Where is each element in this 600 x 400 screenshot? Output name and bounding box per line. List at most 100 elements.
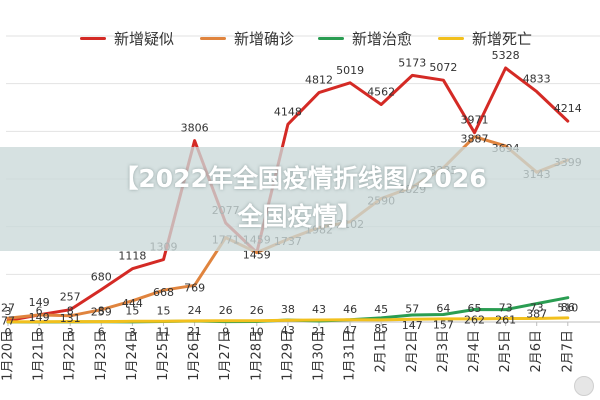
legend-label-suspected: 新增疑似 (114, 29, 175, 48)
data-label: 5019 (336, 64, 364, 77)
data-label: 4214 (554, 102, 582, 115)
data-label: 680 (91, 271, 112, 284)
data-label: 5173 (398, 56, 426, 69)
data-label: 3 (129, 326, 136, 339)
data-label: 769 (184, 281, 205, 294)
data-label: 38 (281, 303, 295, 316)
data-label: 4812 (305, 74, 333, 87)
data-label: 3971 (461, 114, 489, 127)
data-label: 259 (91, 306, 112, 319)
x-tick-label: 1月26日 (187, 330, 202, 381)
data-label: 4833 (523, 73, 551, 86)
data-label: 0 (36, 326, 43, 339)
x-tick-label: 2月7日 (560, 330, 575, 373)
banner-title: 【2022年全国疫情折线图/2026 全国疫情】 (0, 160, 600, 236)
data-label: 3 (67, 326, 74, 339)
data-label: 1118 (118, 250, 146, 263)
data-label: 4562 (367, 86, 395, 99)
data-label: 73 (499, 302, 513, 315)
legend-item-suspected: 新增疑似 (80, 24, 174, 52)
data-label: 5328 (492, 49, 520, 62)
title-banner (0, 147, 600, 251)
data-label: 257 (60, 291, 81, 304)
data-label: 0 (5, 326, 12, 339)
data-label: 6 (98, 326, 105, 339)
legend-swatch-suspected (80, 36, 106, 40)
banner-title-line-2: 全国疫情】 (237, 202, 363, 231)
x-tick-label: 1月20日 (1, 330, 16, 381)
data-label: 261 (495, 314, 516, 327)
data-label: 11 (157, 325, 171, 338)
x-tick-label: 1月23日 (94, 330, 109, 381)
x-tick-label: 2月5日 (498, 330, 513, 373)
data-label: 21 (312, 325, 326, 338)
x-tick-label: 2月4日 (467, 330, 482, 373)
data-label: 149 (29, 296, 50, 309)
x-tick-label: 2月1日 (374, 330, 389, 373)
data-label: 8 (67, 305, 74, 318)
x-tick-label: 1月25日 (156, 330, 171, 381)
watermark-icon (574, 376, 594, 396)
x-tick-label: 1月21日 (32, 330, 47, 381)
data-label: 8 (98, 305, 105, 318)
x-tick-label: 1月24日 (125, 330, 140, 381)
legend-swatch-confirmed (200, 36, 226, 40)
data-label: 24 (188, 304, 202, 317)
data-label: 21 (188, 325, 202, 338)
legend-label-cured: 新增治愈 (352, 29, 413, 48)
x-tick-label: 1月27日 (218, 330, 233, 381)
data-label: 26 (219, 304, 233, 317)
data-label: 26 (250, 304, 264, 317)
x-tick-label: 1月28日 (249, 330, 264, 381)
series-line-0 (6, 66, 570, 323)
data-label: 387 (526, 308, 547, 321)
legend-label-deaths: 新增死亡 (472, 29, 533, 48)
data-label: 77 (1, 314, 15, 327)
data-label: 510 (557, 302, 578, 315)
data-label: 262 (464, 314, 485, 327)
banner-title-line-1: 【2022年全国疫情折线图/2026 (113, 164, 487, 193)
data-label: 9 (222, 326, 229, 339)
data-label: 6 (36, 305, 43, 318)
data-label: 668 (153, 286, 174, 299)
data-label: 3 (5, 305, 12, 318)
data-label: 86 (561, 301, 575, 314)
x-tick-label: 1月31日 (343, 330, 358, 381)
chart-legend: 新增疑似 新增确诊 新增治愈 新增死亡 (0, 24, 600, 52)
data-label: 64 (436, 302, 450, 315)
data-label: 147 (402, 319, 423, 332)
data-label: 85 (374, 322, 388, 335)
data-label: 3806 (181, 122, 209, 135)
x-tick-label: 2月6日 (529, 330, 544, 373)
data-label: 3887 (461, 133, 489, 146)
data-label: 47 (343, 324, 357, 337)
legend-item-deaths: 新增死亡 (438, 24, 532, 52)
x-tick-label: 1月30日 (312, 330, 327, 381)
data-label: 43 (312, 303, 326, 316)
data-label: 57 (405, 302, 419, 315)
data-label: 4148 (274, 105, 302, 118)
legend-label-confirmed: 新增确诊 (234, 29, 295, 48)
data-label: 131 (60, 312, 81, 325)
data-label: 157 (433, 319, 454, 332)
x-tick-label: 1月22日 (63, 330, 78, 381)
legend-swatch-cured (318, 36, 344, 40)
data-label: 5072 (429, 61, 457, 74)
data-label: 10 (250, 326, 264, 339)
x-tick-label: 2月3日 (436, 330, 451, 373)
data-label: 45 (374, 303, 388, 316)
data-label: 43 (281, 324, 295, 337)
legend-item-confirmed: 新增确诊 (200, 24, 294, 52)
data-label: 73 (530, 302, 544, 315)
data-label: 149 (29, 311, 50, 324)
data-label: 1459 (243, 248, 271, 261)
x-tick-label: 1月29日 (280, 330, 295, 381)
x-tick-label: 2月2日 (405, 330, 420, 373)
data-label: 15 (125, 304, 139, 317)
series-line-3 (6, 316, 570, 324)
data-label: 46 (343, 303, 357, 316)
data-label: 65 (468, 302, 482, 315)
data-label: 15 (157, 304, 171, 317)
data-label: 27 (1, 302, 15, 315)
